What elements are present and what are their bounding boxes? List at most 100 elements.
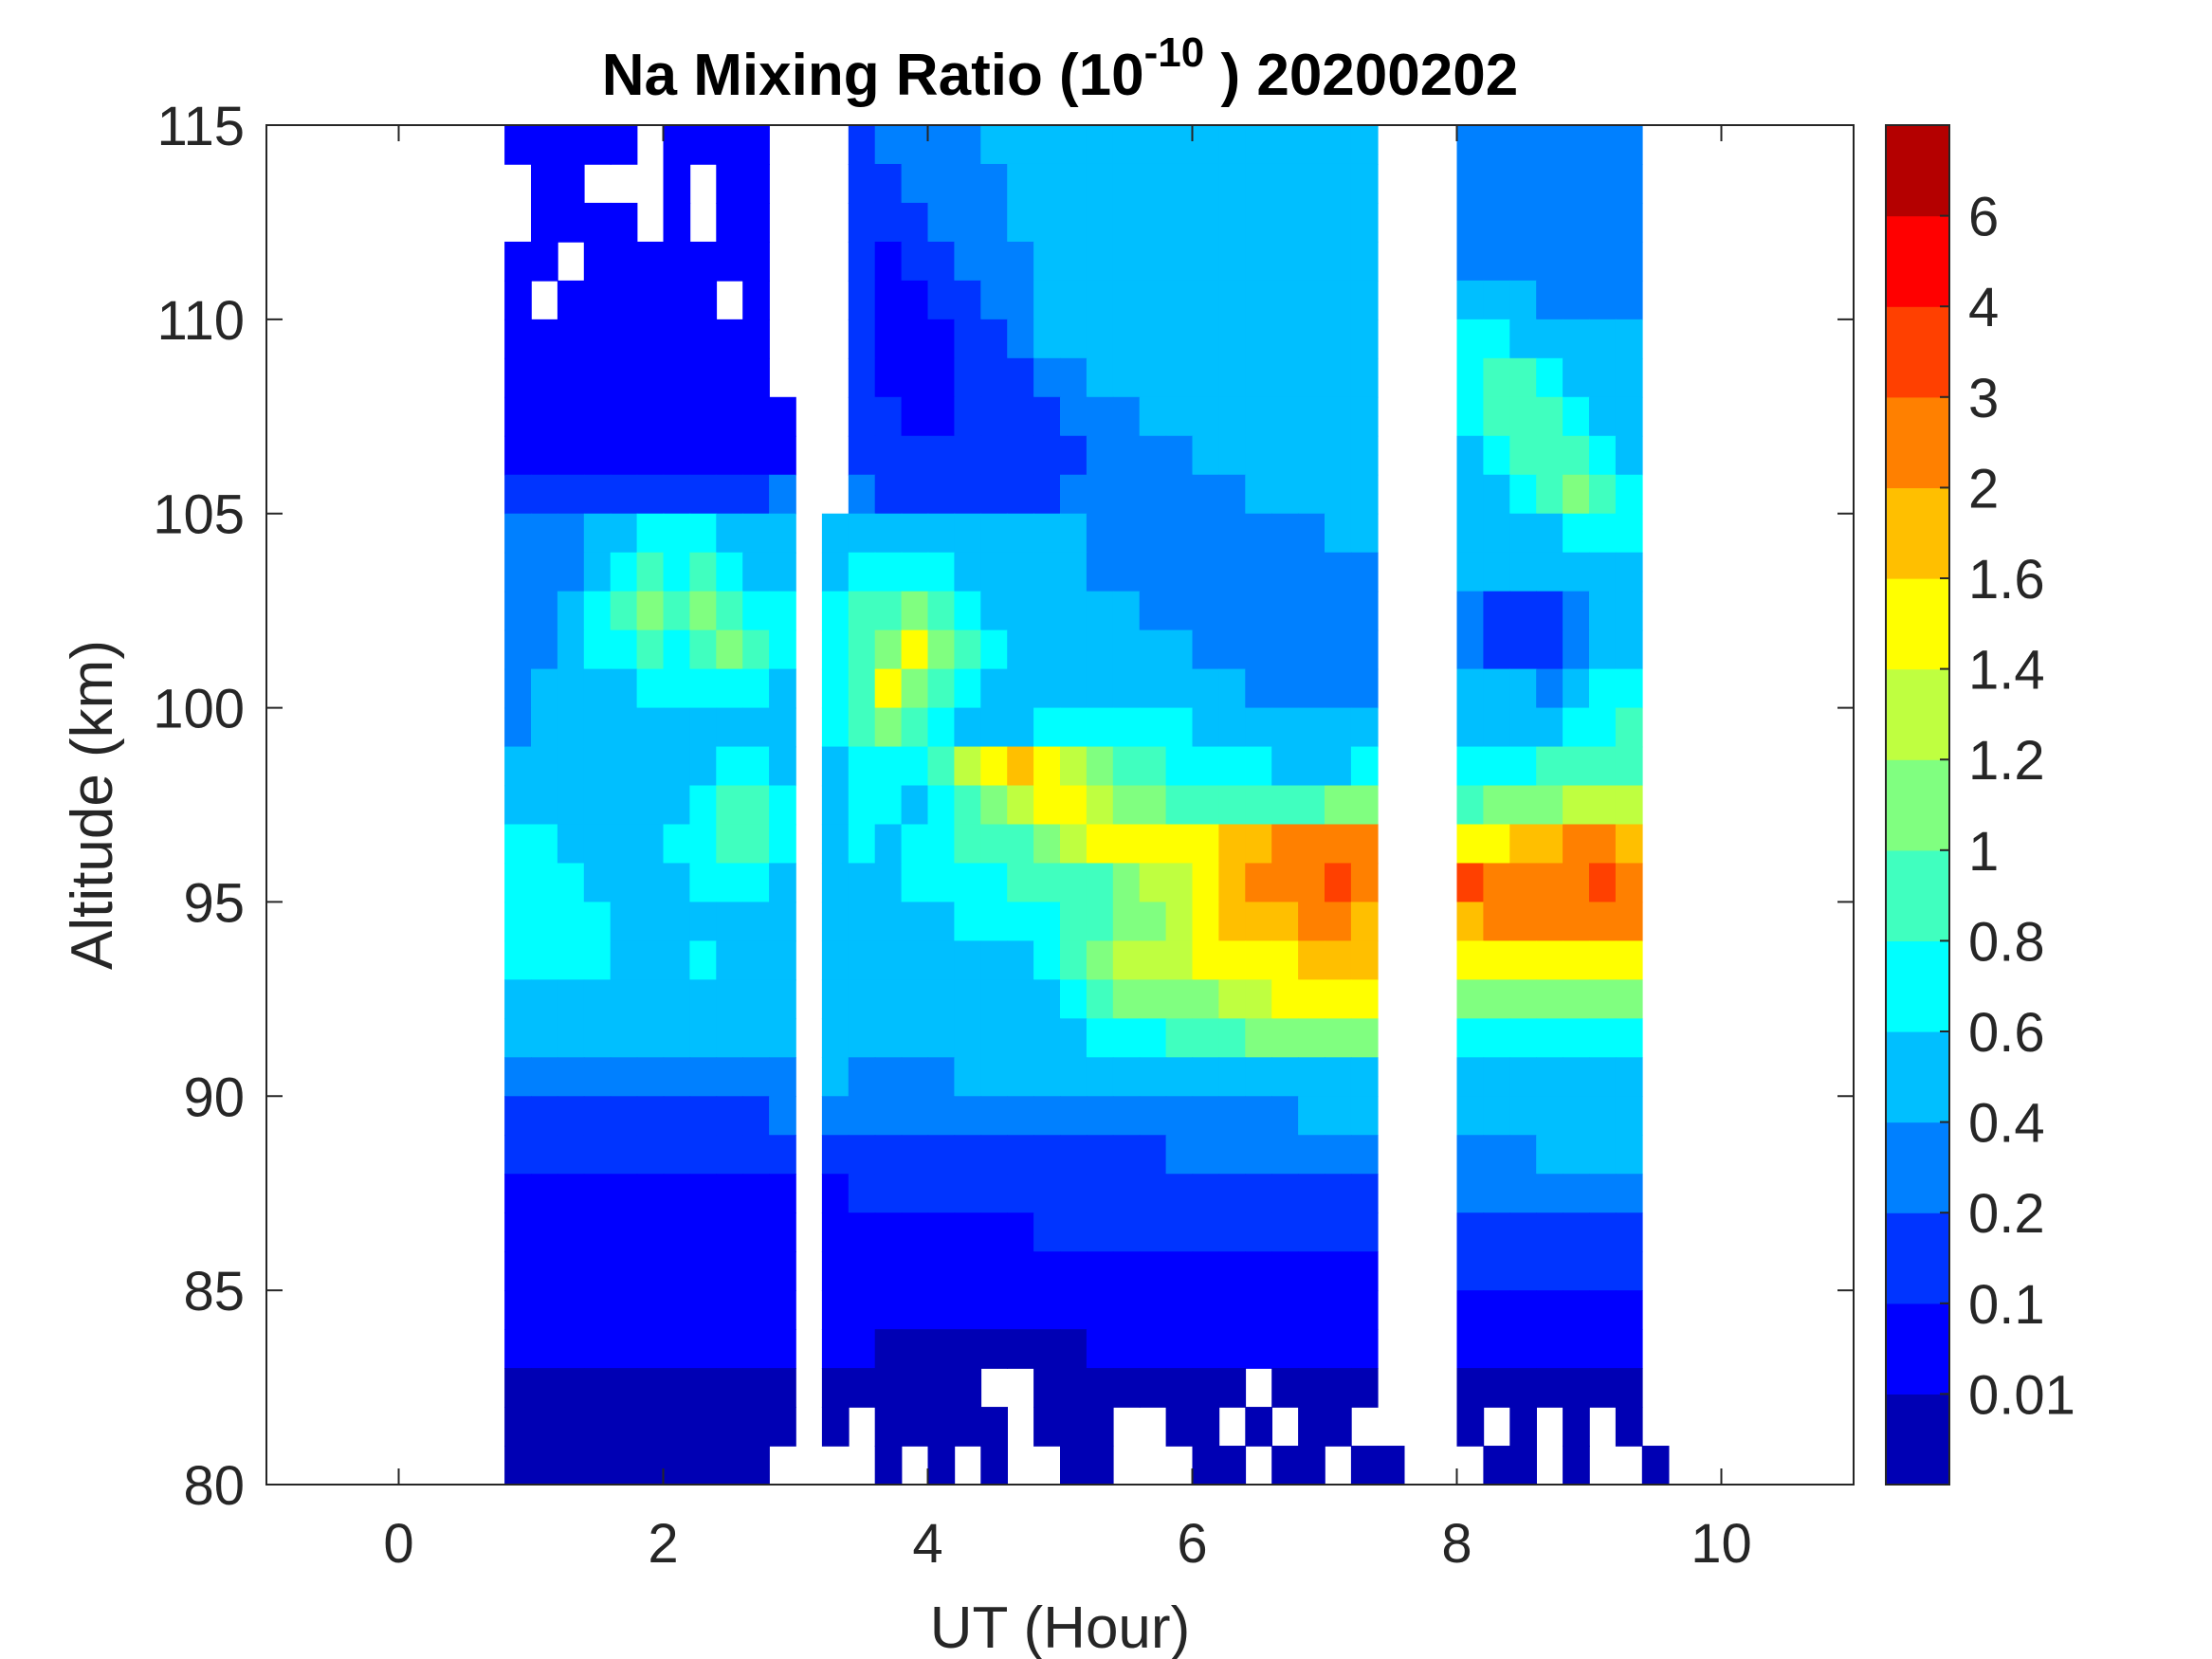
heatmap-cell [1165, 280, 1194, 320]
heatmap-cell [1456, 474, 1485, 515]
heatmap-cell [1536, 241, 1563, 282]
heatmap-cell [1325, 241, 1352, 282]
heatmap-cell [1271, 746, 1299, 787]
heatmap-cell [1509, 319, 1537, 359]
heatmap-cell [1060, 668, 1088, 709]
heatmap-cell [663, 552, 691, 592]
heatmap-cell [531, 668, 558, 709]
heatmap-cell [1033, 1018, 1061, 1059]
heatmap-cell [1615, 668, 1643, 709]
heatmap-cell [1060, 1096, 1088, 1137]
heatmap-cell [1192, 785, 1220, 826]
heatmap-cell [1112, 824, 1141, 865]
heatmap-cell [848, 202, 876, 243]
heatmap-cell [610, 1368, 638, 1408]
heatmap-cell [1271, 1368, 1299, 1408]
heatmap-cell [1350, 1174, 1379, 1213]
heatmap-cell [927, 280, 956, 320]
heatmap-cell [901, 785, 929, 826]
heatmap-cell [1060, 435, 1088, 476]
heatmap-cell [874, 1251, 903, 1291]
heatmap-cell [1139, 1329, 1167, 1369]
heatmap-cell [583, 357, 612, 398]
heatmap-cell [531, 202, 558, 243]
heatmap-cell [1563, 1135, 1590, 1176]
heatmap-cell [610, 824, 638, 865]
heatmap-cell [980, 1212, 1008, 1252]
heatmap-cell [1007, 396, 1034, 437]
heatmap-cell [689, 1174, 718, 1213]
heatmap-cell [1350, 280, 1379, 320]
heatmap-cell [954, 707, 982, 748]
heatmap-cell [636, 629, 665, 670]
heatmap-cell [954, 1174, 982, 1213]
heatmap-cell [901, 125, 929, 165]
heatmap-cell [1007, 1135, 1034, 1176]
heatmap-cell [1483, 435, 1511, 476]
heatmap-cell [636, 396, 665, 437]
heatmap-cell [1325, 163, 1352, 204]
heatmap-cell [1165, 863, 1194, 903]
heatmap-cell [1060, 629, 1088, 670]
heatmap-cell [663, 202, 691, 243]
colorbar-tick-label: 0.6 [1968, 1002, 2045, 1064]
heatmap-cell [1033, 824, 1061, 865]
heatmap-cell [1139, 513, 1167, 554]
heatmap-cell [1086, 1018, 1114, 1059]
heatmap-cell [1112, 1057, 1141, 1098]
heatmap-cell [1033, 474, 1061, 515]
heatmap-cell [1350, 552, 1379, 592]
heatmap-cell [1536, 707, 1563, 748]
heatmap-cell [1509, 125, 1537, 165]
heatmap-cell [531, 241, 558, 282]
heatmap-cell [1245, 552, 1272, 592]
heatmap-cell [874, 1446, 903, 1486]
heatmap-cell [1589, 979, 1617, 1020]
heatmap-cell [583, 1329, 612, 1369]
heatmap-cell [1483, 1174, 1511, 1213]
heatmap-cell [1165, 902, 1194, 942]
heatmap-cell [1589, 1251, 1617, 1291]
heatmap-cell [1060, 241, 1088, 282]
heatmap-cell [689, 940, 718, 981]
heatmap-cell [874, 1212, 903, 1252]
heatmap-cell [1325, 668, 1352, 709]
heatmap-cell [1615, 629, 1643, 670]
heatmap-cell [716, 319, 743, 359]
heatmap-cell [1060, 1018, 1088, 1059]
heatmap-cell [636, 1174, 665, 1213]
colorbar-band [1886, 759, 1949, 851]
heatmap-cell [1060, 319, 1088, 359]
heatmap-cell [1456, 591, 1485, 631]
heatmap-cell [531, 629, 558, 670]
colorbar-band [1886, 487, 1949, 579]
heatmap-cell [1615, 1368, 1643, 1408]
heatmap-cell [663, 1446, 691, 1486]
heatmap-cell [636, 1212, 665, 1252]
heatmap-cell [1218, 1018, 1247, 1059]
heatmap-cell [1536, 1096, 1563, 1137]
heatmap-cell [583, 1057, 612, 1098]
heatmap-cell [980, 1290, 1008, 1330]
heatmap-cell [1218, 940, 1247, 981]
heatmap-cell [689, 979, 718, 1020]
heatmap-cell [1589, 707, 1617, 748]
colorbar-tick-label: 1.6 [1968, 549, 2045, 611]
heatmap-cell [848, 1018, 876, 1059]
heatmap-cell [689, 902, 718, 942]
heatmap-cell [1589, 1212, 1617, 1252]
y-tick-label: 110 [157, 290, 245, 352]
colorbar-tick-label: 1.4 [1968, 640, 2045, 702]
heatmap-cell [821, 552, 850, 592]
heatmap-cell [954, 940, 982, 981]
heatmap-cell [980, 435, 1008, 476]
heatmap-cell [689, 319, 718, 359]
heatmap-cell [1139, 707, 1167, 748]
heatmap-cell [1033, 629, 1061, 670]
heatmap-cell [901, 1096, 929, 1137]
heatmap-cell [504, 513, 532, 554]
heatmap-cell [769, 707, 796, 748]
heatmap-cell [1192, 202, 1220, 243]
heatmap-cell [1589, 513, 1617, 554]
heatmap-cell [1086, 1174, 1114, 1213]
